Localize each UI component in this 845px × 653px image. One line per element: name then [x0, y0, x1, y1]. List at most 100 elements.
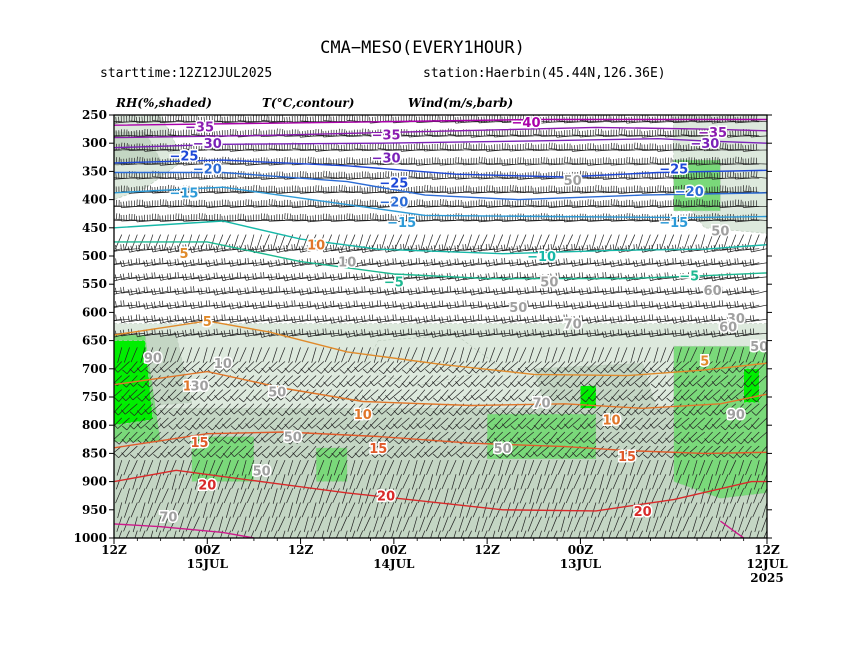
wind-barb — [649, 258, 666, 265]
wind-barb — [509, 389, 527, 401]
wind-barb — [144, 389, 161, 401]
wind-barb — [497, 516, 504, 533]
wind-barb — [114, 403, 115, 405]
wind-barb — [672, 257, 690, 265]
wind-barb — [128, 200, 146, 207]
station-label: station:Haerbin(45.44N,126.36E) — [423, 66, 666, 81]
wind-barb — [711, 314, 729, 322]
wind-barb — [180, 530, 185, 538]
wind-barb — [207, 417, 224, 431]
wind-barb — [573, 474, 581, 489]
wind-barb — [428, 474, 434, 490]
wind-barb — [311, 347, 317, 363]
wind-barb — [580, 417, 597, 430]
wind-barb — [136, 417, 154, 429]
wind-barb — [564, 417, 581, 429]
wind-barb — [331, 431, 348, 445]
wind-barb — [609, 316, 628, 324]
wind-barb — [482, 347, 488, 363]
wind-barb — [308, 389, 325, 402]
wind-barb — [625, 258, 643, 266]
wind-barb — [594, 329, 612, 336]
wind-barb — [330, 300, 348, 308]
wind-barb — [474, 474, 480, 490]
wind-barb — [300, 361, 317, 374]
wind-barb — [291, 260, 309, 267]
wind-barb — [578, 315, 597, 322]
wind-barb — [669, 460, 675, 476]
wind-barb — [727, 375, 744, 387]
y-tick-label: 350 — [82, 164, 107, 178]
wind-barb — [345, 330, 363, 338]
wind-barb — [338, 158, 355, 165]
wind-barb — [337, 329, 356, 336]
wind-barb — [448, 417, 465, 430]
wind-barb — [120, 115, 138, 123]
wind-barb — [734, 258, 752, 265]
wind-barb — [627, 389, 643, 402]
wind-barb — [373, 516, 379, 532]
wind-barb — [191, 389, 208, 401]
wind-barb — [432, 417, 449, 430]
wind-barb — [621, 488, 628, 504]
wind-barb — [291, 214, 309, 222]
wind-barb — [163, 502, 169, 518]
wind-barb — [396, 460, 402, 476]
wind-barb — [276, 375, 294, 387]
wind-barb — [509, 445, 527, 457]
wind-barb — [495, 347, 504, 363]
wind-barb — [571, 115, 589, 123]
wind-barb — [564, 403, 581, 416]
wind-barb — [419, 516, 426, 532]
wind-barb — [381, 234, 387, 250]
wind-barb — [202, 460, 208, 476]
wind-barb — [544, 347, 550, 363]
wind-barb — [697, 417, 713, 431]
wind-barb — [633, 260, 651, 267]
wind-barb — [601, 330, 620, 338]
wind-barb — [160, 375, 177, 388]
wind-barb — [578, 530, 581, 538]
wind-barb — [299, 328, 317, 336]
wind-barb — [303, 516, 309, 533]
wind-barb — [735, 186, 752, 193]
wind-barb — [268, 403, 286, 415]
wind-barb — [556, 431, 573, 443]
wind-barb — [706, 502, 713, 518]
wind-barb — [354, 445, 371, 458]
wind-barb — [500, 316, 519, 324]
wind-barb — [198, 314, 216, 322]
wind-barb — [123, 460, 130, 476]
wind-barb — [373, 460, 379, 476]
wind-barb — [629, 460, 636, 476]
wind-barb — [137, 375, 154, 389]
wind-barb — [750, 130, 767, 138]
wind-barb — [635, 361, 651, 374]
wind-barb — [344, 530, 348, 538]
wind-barb — [221, 314, 239, 321]
wind-barb — [363, 516, 371, 532]
wind-barb — [307, 186, 324, 193]
rh-contour-label: 70 — [533, 397, 551, 412]
wind-barb — [341, 347, 348, 363]
wind-barb — [144, 214, 161, 222]
wind-barb — [330, 129, 348, 137]
wind-barb — [633, 286, 651, 294]
wind-barb — [240, 488, 247, 504]
wind-barb — [175, 417, 192, 430]
wind-barb — [518, 389, 535, 403]
wind-barb — [567, 347, 573, 363]
wind-barb — [187, 488, 193, 504]
wind-barb — [698, 516, 706, 532]
wind-barb — [587, 129, 604, 137]
wind-barb — [533, 375, 550, 387]
wind-barb — [742, 214, 760, 222]
wind-barb — [657, 389, 674, 401]
wind-barb — [183, 445, 200, 458]
wind-barb — [618, 389, 636, 401]
wind-barb — [575, 488, 581, 504]
wind-barb — [114, 191, 115, 193]
rh-region-70 — [114, 131, 162, 167]
wind-barb — [192, 403, 208, 417]
wind-barb — [521, 460, 527, 476]
